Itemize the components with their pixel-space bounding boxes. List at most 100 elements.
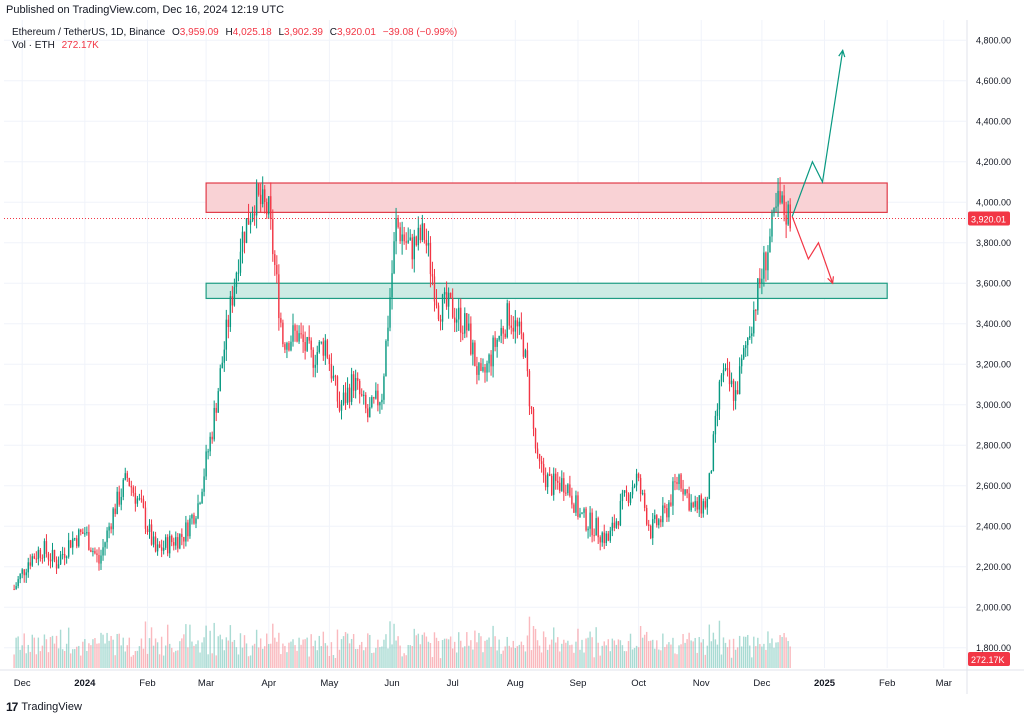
volume-bar <box>154 638 157 668</box>
candle <box>173 542 175 546</box>
volume-bar <box>239 633 242 668</box>
candle <box>282 322 284 345</box>
volume-bar <box>771 638 773 668</box>
time-axis[interactable]: Dec 2024 Feb Mar Apr May Jun Jul Aug Sep Oct Nov Dec… <box>14 678 952 689</box>
candle <box>464 313 466 334</box>
price-axis[interactable]: 1,800.00 2,000.00 2,200.00 2,400.00 2,600.00… <box>976 35 1011 653</box>
candle <box>476 366 478 375</box>
candle <box>21 569 23 574</box>
candle <box>429 242 432 275</box>
volume-bar <box>455 652 458 668</box>
candle <box>645 507 648 525</box>
volume-bar <box>203 637 205 668</box>
volume-bar <box>478 632 480 668</box>
volume-bar <box>209 630 211 668</box>
candle <box>197 503 199 519</box>
volume-bar <box>629 633 632 668</box>
volume-bar <box>518 644 521 668</box>
candle <box>47 553 50 560</box>
volume-bar <box>69 653 72 668</box>
volume-bar <box>381 646 383 668</box>
candle <box>747 338 749 346</box>
volume-bar <box>72 649 74 668</box>
volume-bar <box>31 634 34 668</box>
volume-bar <box>280 654 282 668</box>
volume-bar <box>173 652 175 668</box>
volume-bar <box>215 655 217 668</box>
bearish-projection[interactable] <box>791 216 834 284</box>
volume-bar <box>613 640 616 668</box>
volume-bar <box>445 638 448 668</box>
volume-bar <box>579 649 581 668</box>
volume-bar <box>702 639 704 668</box>
volume-bar <box>328 656 331 668</box>
volume-bar <box>373 652 375 668</box>
candle <box>195 518 197 524</box>
volume-bar <box>352 634 355 668</box>
volume-bar <box>278 632 280 668</box>
volume-bar <box>118 633 120 668</box>
candle <box>423 223 426 240</box>
candle <box>138 498 141 500</box>
volume-bar <box>162 655 165 668</box>
volume-bar <box>581 639 583 668</box>
volume-bar <box>282 643 284 668</box>
candle <box>373 397 375 399</box>
candle <box>502 328 504 334</box>
candle <box>480 363 482 371</box>
volume-bar <box>775 642 777 668</box>
candle <box>771 212 773 237</box>
volume-bar <box>41 645 44 668</box>
volume-bar <box>211 653 213 668</box>
volume-bar <box>152 645 155 668</box>
volume-bar <box>249 655 252 668</box>
candles[interactable] <box>13 176 791 591</box>
candle <box>185 522 187 542</box>
volume-bar <box>761 646 763 668</box>
volume-bar <box>377 639 379 668</box>
candle <box>235 272 238 287</box>
volume-bar <box>447 639 450 668</box>
volume-label[interactable]: Vol · ETH <box>12 40 55 51</box>
price-chart[interactable]: 3,920.01 272.17K 1,800.00 2,000.00 2,200.00 2… <box>0 20 1024 698</box>
candle <box>100 555 102 564</box>
volume-bar <box>561 643 563 668</box>
volume-bar <box>528 616 531 668</box>
candle <box>114 508 116 514</box>
time-tick-label: Dec <box>753 678 770 689</box>
volume-bar <box>231 641 234 668</box>
tradingview-logo-icon[interactable]: 17 <box>6 700 18 714</box>
brand-name[interactable]: TradingView <box>21 701 82 713</box>
volume-bar <box>453 641 456 668</box>
volume-bar <box>524 651 527 668</box>
price-tick-label: 1,800.00 <box>976 643 1011 653</box>
volume-bar <box>144 621 147 668</box>
volume-bar <box>112 639 114 668</box>
candle <box>779 190 781 203</box>
candle <box>601 532 603 543</box>
resistance-zone[interactable] <box>205 182 888 213</box>
candle <box>641 493 644 495</box>
bullish-projection[interactable] <box>791 50 844 217</box>
volume-bar <box>371 652 373 668</box>
volume-bar <box>783 633 785 668</box>
candle <box>783 195 785 216</box>
candle <box>561 478 563 491</box>
candle <box>243 231 246 243</box>
volume-bar <box>688 632 690 668</box>
volume-bar <box>17 636 19 668</box>
candle <box>664 505 666 509</box>
volume-bar <box>650 640 652 668</box>
support-zone[interactable] <box>205 282 888 300</box>
candle <box>763 252 765 279</box>
volume-bar <box>595 627 597 668</box>
symbol-title[interactable]: Ethereum / TetherUS, 1D, Binance <box>12 27 166 38</box>
candle <box>494 337 496 347</box>
candle <box>740 358 743 367</box>
volume-bar <box>55 635 58 668</box>
candle <box>504 333 506 338</box>
candle <box>530 406 533 409</box>
candle <box>401 234 403 242</box>
price-tick-label: 4,200.00 <box>976 157 1011 167</box>
volume-bar <box>694 637 696 668</box>
